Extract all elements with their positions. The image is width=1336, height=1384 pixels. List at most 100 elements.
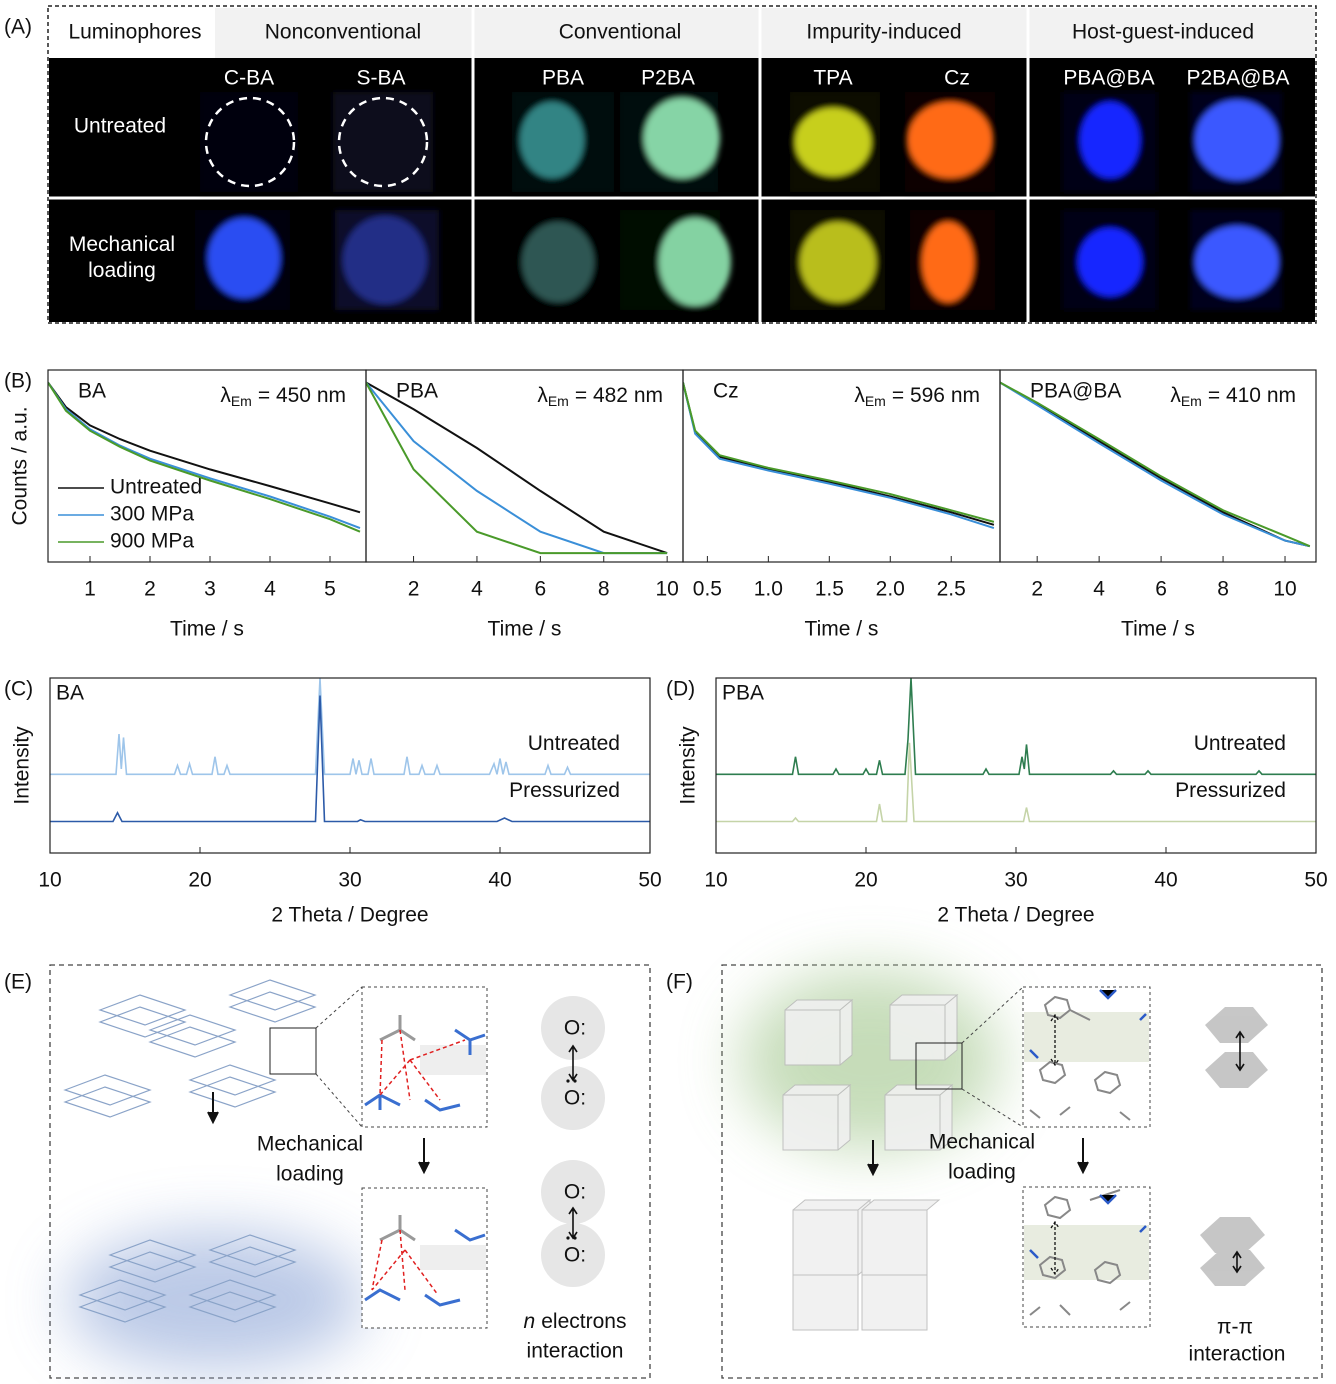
plot: Untreated Pressurized 10 20 30 40 50 2 Theta / … — [11, 677, 662, 927]
x-tick-label: 10 — [704, 869, 727, 892]
data-line — [48, 381, 361, 530]
panel-e-diagram — [207, 1092, 430, 1175]
chart-title: PBA — [396, 380, 438, 403]
table-header: Luminophores — [68, 21, 201, 44]
panel-f-diagram — [884, 1083, 954, 1151]
sample-photos — [195, 92, 1282, 310]
panel-e-diagram — [424, 1293, 461, 1307]
process-label: loading — [276, 1163, 344, 1186]
sample-photos — [1195, 226, 1279, 298]
row-label: Untreated — [74, 115, 166, 138]
sample-photos — [644, 98, 720, 178]
x-tick-label: 10 — [38, 869, 61, 892]
axes-frame — [999, 369, 1317, 563]
sample-label: TPA — [813, 67, 852, 90]
panel-e-diagram — [379, 1029, 466, 1101]
x-tick-label: 2 — [1031, 578, 1043, 601]
axes-frame — [715, 677, 1317, 854]
panel-e-diagram — [566, 1236, 570, 1240]
panel-e-diagram — [364, 1288, 401, 1302]
x-tick-label: 3 — [204, 578, 216, 601]
panel-f-diagram — [1029, 989, 1147, 1259]
panel-f-diagram — [861, 1199, 941, 1276]
y-axis-label: Counts / a.u. — [9, 406, 32, 525]
panel-e-diagram — [49, 964, 651, 1379]
sample-photos — [1080, 102, 1140, 178]
panel-e-diagram — [420, 1045, 486, 1075]
data-line — [1000, 381, 1311, 548]
annotation-symbol: λ — [537, 384, 548, 407]
panel-e-diagram — [49, 964, 651, 1379]
legend-label: 300 MPa — [110, 503, 194, 526]
panel-e-diagram — [566, 1079, 577, 1240]
x-tick-label: 2 — [144, 578, 156, 601]
annotation-text: = 450 nm — [258, 384, 346, 407]
annotation-subscript: Em — [548, 393, 569, 409]
x-tick-label: 4 — [264, 578, 276, 601]
sample-label: PBA@BA — [1063, 67, 1154, 90]
series-label: Pressurized — [1175, 779, 1286, 802]
chart-title: BA — [78, 380, 106, 403]
atom-label: O: — [564, 1017, 586, 1040]
x-tick-label: 5 — [324, 578, 336, 601]
panel-e-diagram — [228, 979, 317, 1023]
process-label: Mechanical — [929, 1131, 1035, 1154]
x-tick-label: 4 — [471, 578, 483, 601]
panel-e-diagram — [188, 1064, 277, 1108]
annotation-text: = 410 nm — [1208, 384, 1296, 407]
panel-e-diagram — [573, 1079, 577, 1083]
caption: n electrons — [524, 1310, 627, 1333]
x-tick-label: 6 — [535, 578, 547, 601]
texts: (A) (B) (C) (D) (E) (F) Luminophores Nonconvent… — [4, 16, 1290, 1366]
x-axis-label: Time / s — [805, 618, 879, 641]
data-line — [1000, 381, 1311, 548]
data-line — [716, 742, 1316, 823]
panel-e-diagram — [364, 1093, 401, 1110]
panel-label: (F) — [666, 971, 693, 994]
process-label: Mechanical — [257, 1133, 363, 1156]
panel-e-diagram — [541, 1066, 605, 1130]
panel-e-diagram — [208, 1234, 297, 1278]
annotation-symbol: λ — [1170, 384, 1181, 407]
chart-title: Cz — [713, 380, 739, 403]
plot: Untreated Pressurized 10 20 30 40 50 2 Theta / … — [677, 677, 1328, 927]
panel-e-diagram — [108, 1239, 197, 1283]
sample-photos — [208, 218, 280, 298]
panel-f-diagram — [721, 964, 1323, 1379]
x-tick-label: 30 — [1004, 869, 1027, 892]
panel-e-diagram — [424, 1098, 461, 1112]
panel-e-diagram — [568, 1044, 578, 1240]
table-header: Conventional — [559, 21, 682, 44]
atom-label: O: — [564, 1244, 586, 1267]
annotation-subscript: Em — [231, 393, 252, 409]
y-axis-label: Intensity — [11, 726, 34, 805]
panel-f-diagram — [782, 1083, 852, 1151]
x-tick-label: 10 — [655, 578, 678, 601]
panel-e-diagram — [566, 1079, 570, 1083]
panel-f-diagram — [792, 1198, 872, 1276]
x-tick-label: 0.5 — [693, 578, 722, 601]
row-label: Mechanical loading — [69, 233, 175, 282]
x-tick-label: 2.5 — [937, 578, 966, 601]
panel-f-diagram — [889, 993, 959, 1061]
data-line — [683, 382, 995, 526]
x-tick-label: 4 — [1093, 578, 1105, 601]
series-label: Untreated — [1194, 732, 1286, 755]
sample-label: PBA — [542, 67, 584, 90]
plot: 0.5 1.0 1.5 2.0 2.5 Time / s Cz λEm = 596 nm — [682, 369, 1001, 641]
panel-f-diagram — [784, 998, 854, 1066]
atom-label: O: — [564, 1087, 586, 1110]
table-header: Impurity-induced — [806, 21, 961, 44]
panel-f-diagram — [961, 986, 1024, 1044]
caption: interaction — [1189, 1343, 1286, 1366]
panel-e-diagram — [573, 1236, 577, 1240]
panel-f-diagram — [1200, 1217, 1265, 1253]
panel-f-diagram — [1205, 1052, 1268, 1088]
sample-label: S-BA — [356, 67, 405, 90]
panel-e-diagram — [541, 1160, 605, 1224]
x-tick-label: 1.0 — [754, 578, 783, 601]
panel-e-diagram — [454, 1028, 486, 1055]
sample-label: Cz — [944, 67, 970, 90]
sample-photos — [795, 108, 871, 176]
sample-photos — [333, 92, 433, 192]
